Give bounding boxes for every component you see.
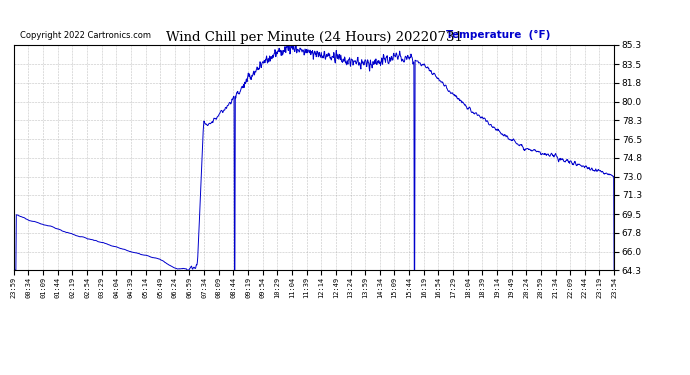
Text: Temperature  (°F): Temperature (°F): [446, 30, 551, 40]
Title: Wind Chill per Minute (24 Hours) 20220731: Wind Chill per Minute (24 Hours) 2022073…: [166, 31, 462, 44]
Text: Copyright 2022 Cartronics.com: Copyright 2022 Cartronics.com: [20, 32, 151, 40]
